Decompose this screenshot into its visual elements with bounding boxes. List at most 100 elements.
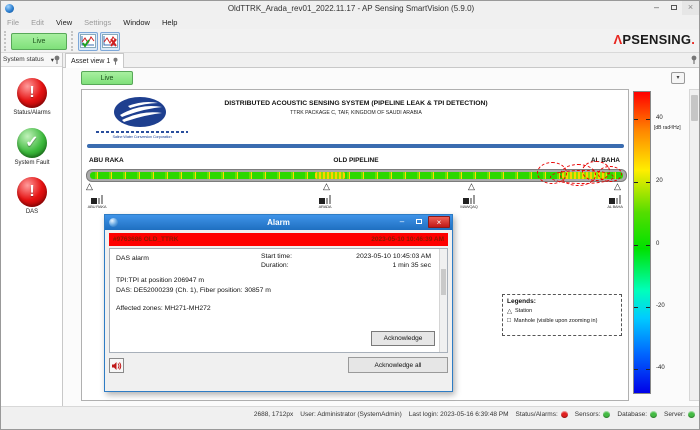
swcc-logo-icon [114, 97, 166, 127]
colorbar-unit: [dB rad²/Hz] [654, 125, 681, 131]
pin-icon[interactable] [691, 55, 697, 64]
station-arada: ARADA [310, 193, 340, 209]
logo-prefix: Λ [613, 32, 623, 47]
menu-view[interactable]: View [56, 17, 73, 27]
alarm-das-line: DAS: DE52000239 (Ch. 1), Fiber position:… [116, 287, 271, 294]
duration-value: 1 min 35 sec [392, 262, 431, 269]
alarm-exclamation-icon: ! [17, 78, 47, 108]
sidebar-item-status-alarms[interactable]: ! Status/Alarms [1, 78, 63, 116]
chevron-down-icon[interactable]: ▾ [50, 56, 54, 64]
colorbar-tick [646, 307, 650, 308]
station-marker-icon: △ [86, 181, 93, 191]
alarm-dialog-titlebar[interactable]: Alarm – × [105, 215, 452, 230]
system-fault-label: System Fault [14, 160, 50, 166]
colorbar-tick [634, 182, 638, 183]
menu-help[interactable]: Help [161, 17, 178, 27]
colorbar-tick [634, 119, 638, 120]
station-al-baha: AL BAHA [600, 193, 630, 209]
logo-caption: Saline Water Conversion Corporation [112, 134, 172, 139]
status-bar: 2688, 1712px User: Administrator (System… [1, 406, 699, 429]
acknowledge-button[interactable]: Acknowledge [371, 331, 435, 346]
alarm-scrollbar-thumb[interactable] [441, 269, 446, 295]
pin-icon[interactable] [113, 57, 118, 65]
alarm-time-block: Start time: 2023-05-10 10:45:03 AM Durat… [261, 253, 431, 271]
legend-box: Legends: △ Station □ Manhole (visible up… [502, 294, 622, 336]
colorbar-tick [634, 307, 638, 308]
scrollbar-thumb[interactable] [691, 95, 698, 121]
tab-asset-view-1[interactable]: Asset view 1 [65, 53, 125, 68]
view-options-dropdown[interactable]: ▾ [671, 72, 685, 84]
toolbar-group-live: Live [4, 31, 67, 51]
live-button[interactable]: Live [11, 32, 67, 50]
sensors-led-icon [603, 411, 611, 418]
system-status-header[interactable]: System status ▾ [1, 53, 62, 67]
vertical-scrollbar[interactable] [689, 89, 699, 401]
sidebar-item-system-fault[interactable]: ✓ System Fault [1, 128, 63, 166]
colorbar-tick [646, 182, 650, 183]
menu-settings[interactable]: Settings [84, 17, 112, 27]
legend-manhole-label: Manhole (visible upon zooming in) [513, 317, 598, 324]
alarm-detail-panel: DAS alarm Start time: 2023-05-10 10:45:0… [109, 248, 448, 353]
colorbar-tick [634, 369, 638, 370]
station-label: MAWQAQ [460, 204, 478, 209]
colorbar-tick-label: 0 [656, 241, 660, 247]
menu-edit[interactable]: Edit [31, 17, 45, 27]
colorbar-tick-label: 20 [656, 178, 663, 184]
menu-window[interactable]: Window [123, 17, 150, 27]
indicator-label: Database: [617, 411, 648, 418]
colorbar-tick [646, 369, 650, 370]
alarm-dialog-controls: – × [394, 216, 450, 228]
dialog-close-button[interactable]: × [428, 216, 450, 228]
start-time-value: 2023-05-10 10:45:03 AM [356, 253, 431, 260]
close-button[interactable]: × [682, 1, 699, 15]
alarm-position-line: TPI:TPI at position 206947 m [116, 277, 205, 284]
station-icon [609, 195, 621, 204]
legend-title: Legends: [507, 298, 536, 305]
maximize-button[interactable] [665, 1, 682, 15]
minimize-button[interactable]: – [653, 2, 659, 12]
window-title: OldTTRK_Arada_rev01_2022.11.17 - AP Sens… [227, 3, 475, 13]
acknowledge-all-button[interactable]: Acknowledge all [348, 357, 448, 373]
divider-bar [87, 144, 624, 148]
pipeline-label-old-pipeline: OLD PIPELINE [333, 157, 379, 164]
asset-live-button[interactable]: Live [81, 71, 133, 85]
waveform-alarm-button[interactable] [100, 31, 120, 51]
logo-caption-arabic [96, 131, 188, 133]
indicator-server: Server: [664, 411, 695, 418]
alarm-zone-circle [550, 170, 614, 184]
pin-icon[interactable] [54, 55, 60, 64]
colorbar-tick [646, 245, 650, 246]
indicator-label: Status/Alarms: [515, 411, 558, 418]
title-bar: OldTTRK_Arada_rev01_2022.11.17 - AP Sens… [1, 1, 699, 15]
station-marker-icon: △ [614, 181, 621, 191]
colorbar-tick-label: -40 [656, 365, 665, 371]
station-marker-icon: △ [323, 181, 330, 191]
mute-alarm-button[interactable] [109, 358, 124, 373]
waveform-check-icon [80, 34, 96, 48]
logo-text: PSENSING [622, 32, 692, 47]
station-abu-raka: ABU RAKA [82, 193, 112, 209]
indicator-database: Database: [617, 411, 658, 418]
alarm-banner[interactable]: #9763686 OLD_TTRK 2023-05-10 10:46:39 AM [109, 233, 448, 246]
pipeline-hotspot [315, 172, 345, 179]
sidebar-item-das[interactable]: ! DAS [1, 177, 63, 215]
colorbar-gradient [633, 91, 651, 394]
station-icon [319, 195, 331, 204]
station-label: ABU RAKA [87, 204, 107, 209]
alarm-timestamp: 2023-05-10 10:46:39 AM [371, 236, 444, 243]
waveform-check-button[interactable] [78, 31, 98, 51]
status-alarms-led-icon [560, 411, 568, 418]
tab-strip: Asset view 1 [63, 53, 699, 68]
pipeline-graphic[interactable] [86, 169, 627, 182]
station-marker-icon: △ [468, 181, 475, 191]
menu-file[interactable]: File [7, 17, 20, 27]
last-login: Last login: 2023-05-16 6:39:48 PM [408, 411, 509, 418]
toolbar: Live ΛPSENSING. [1, 29, 699, 53]
app-icon [5, 3, 14, 13]
dialog-minimize-button[interactable]: – [399, 217, 405, 226]
alarm-scrollbar[interactable] [439, 249, 447, 352]
colorbar-tick [646, 119, 650, 120]
legend-item-station: △ Station [507, 307, 617, 315]
dialog-maximize-button[interactable] [411, 216, 427, 228]
